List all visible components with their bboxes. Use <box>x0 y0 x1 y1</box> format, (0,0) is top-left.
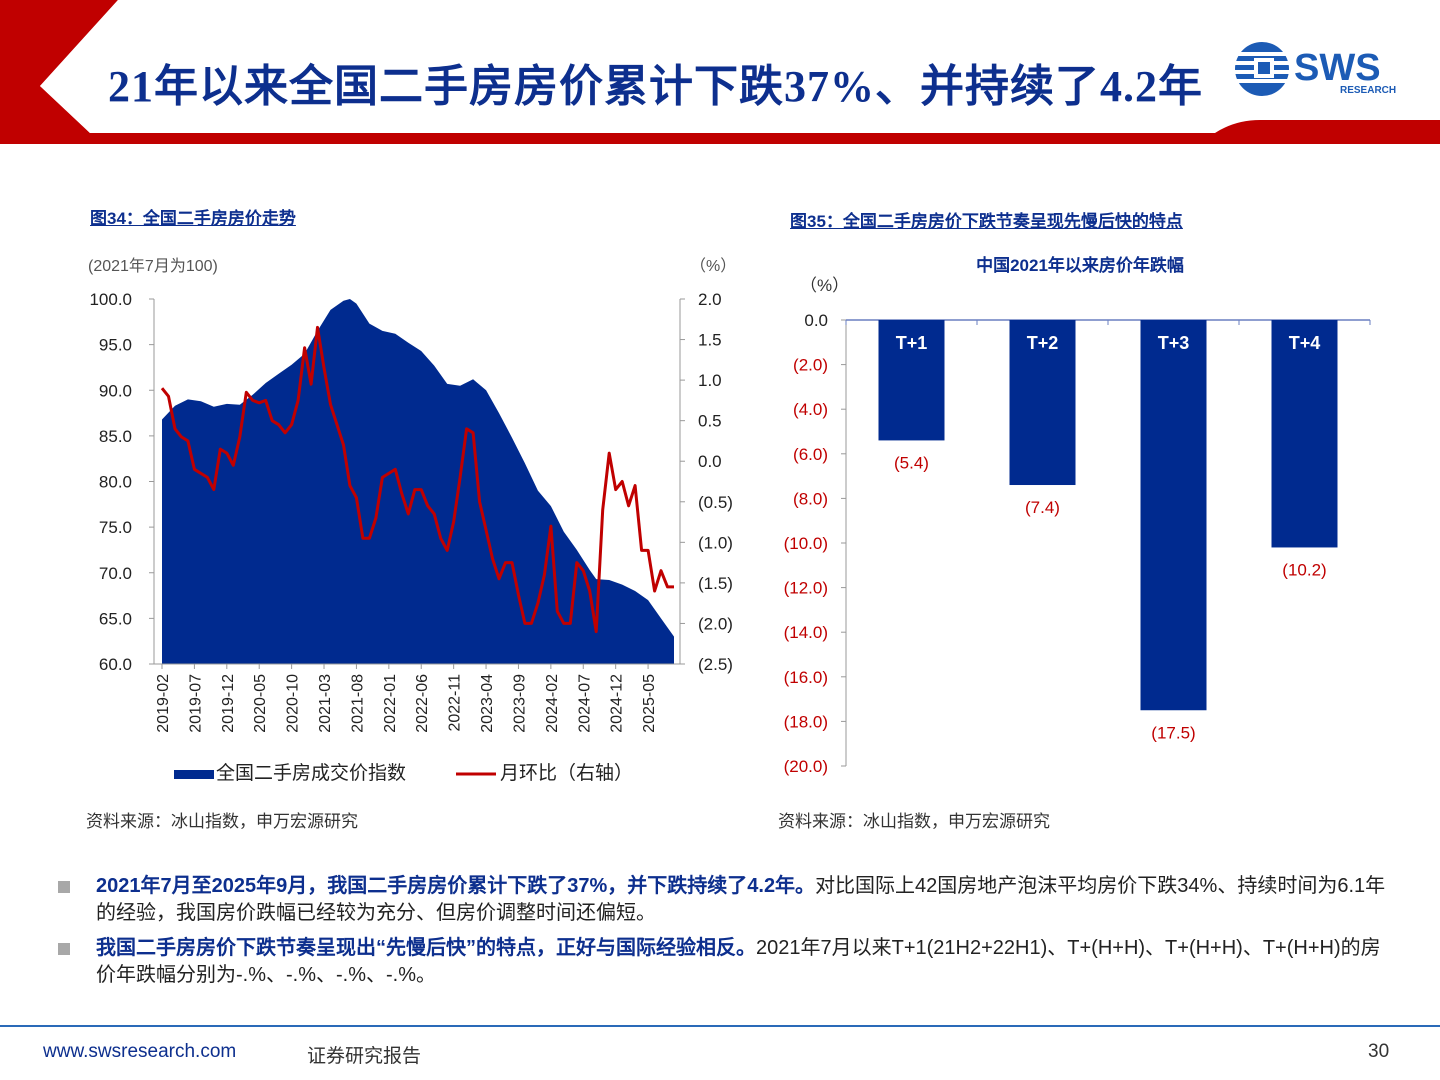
y-tick-label: (6.0) <box>793 445 828 464</box>
logo-subtext: RESEARCH <box>1340 85 1396 96</box>
header-band <box>0 0 1440 144</box>
bar-value-label: (17.5) <box>1151 723 1195 742</box>
y-tick-label: (12.0) <box>784 579 828 598</box>
legend-swatch-price-index <box>174 770 214 779</box>
left-tick-label: 70.0 <box>99 564 132 583</box>
x-tick-label: 2021-03 <box>317 674 334 733</box>
x-tick-label: 2022-01 <box>382 674 399 733</box>
right-tick-label: 0.5 <box>698 412 722 431</box>
y-tick-label: 0.0 <box>804 311 828 330</box>
x-tick-label: 2020-10 <box>285 674 302 733</box>
page-title: 21年以来全国二手房房价累计下跌37%、并持续了4.2年 <box>108 62 1203 111</box>
figure34-source: 资料来源：冰山指数，申万宏源研究 <box>86 812 358 831</box>
left-tick-label: 60.0 <box>99 655 132 674</box>
bar-category-label: T+2 <box>1027 333 1059 353</box>
header-red-frame <box>0 0 1440 144</box>
bullet-1: 2021年7月至2025年9月，我国二手房房价累计下跌了37%，并下跌持续了4.… <box>58 873 1398 927</box>
legend-label-mom-change: 月环比（右轴） <box>500 762 633 784</box>
logo-text: SWS <box>1294 47 1381 89</box>
left-tick-label: 65.0 <box>99 609 132 628</box>
right-tick-label: 2.0 <box>698 290 722 309</box>
bar-T+4 <box>1271 320 1338 548</box>
bar-value-label: (10.2) <box>1282 560 1326 579</box>
right-tick-label: (1.0) <box>698 533 733 552</box>
figure35-title: 图35：全国二手房房价下跌节奏呈现先慢后快的特点 <box>790 212 1183 231</box>
footer-url[interactable]: www.swsresearch.com <box>43 1041 237 1062</box>
bar-T+3 <box>1140 320 1207 711</box>
globe-icon <box>1235 42 1289 96</box>
bullet-1-bold: 2021年7月至2025年9月，我国二手房房价累计下跌了37%，并下跌持续了4.… <box>96 875 816 897</box>
y-tick-label: (2.0) <box>793 356 828 375</box>
left-tick-label: 80.0 <box>99 473 132 492</box>
bullet-1-text: 对比国际上42国房地产泡沫平均房价下跌34%、持续时间为6.1年的经验，我国房价… <box>96 875 1386 924</box>
bar-category-label: T+4 <box>1289 333 1321 353</box>
x-tick-label: 2021-08 <box>349 674 366 733</box>
series-line-mom-change <box>160 325 674 634</box>
left-unit-label: (2021年7月为100) <box>88 257 218 275</box>
unit-label: （%） <box>800 276 849 295</box>
right-tick-label: (1.5) <box>698 574 733 593</box>
bar-category-label: T+1 <box>896 333 928 353</box>
x-tick-label: 2024-02 <box>544 674 561 733</box>
right-tick-label: (0.5) <box>698 493 733 512</box>
y-tick-label: (16.0) <box>784 668 828 687</box>
price-trend-chart: (2021年7月为100) （%） 100.0 95.0 90.0 85.0 80.0 75.… <box>88 257 736 784</box>
right-tick-label: (2.5) <box>698 655 733 674</box>
y-tick-label: (8.0) <box>793 489 828 508</box>
y-tick-label: (10.0) <box>784 534 828 553</box>
footer-report-type: 证券研究报告 <box>307 1046 422 1067</box>
left-tick-label: 85.0 <box>99 427 132 446</box>
bar-T+1 <box>878 320 945 441</box>
x-tick-label: 2019-02 <box>155 674 172 733</box>
right-tick-label: 0.0 <box>698 452 722 471</box>
right-tick-label: 1.5 <box>698 331 722 350</box>
legend-label-price-index: 全国二手房成交价指数 <box>216 762 406 784</box>
x-tick-label: 2023-04 <box>479 674 496 733</box>
x-tick-label: 2024-12 <box>609 674 626 733</box>
right-unit-label: （%） <box>690 257 736 275</box>
figure35-source: 资料来源：冰山指数，申万宏源研究 <box>778 812 1050 831</box>
x-tick-label: 2025-05 <box>641 674 658 733</box>
bullet-square-icon <box>58 881 70 893</box>
bullet-2-bold: 我国二手房房价下跌节奏呈现出“先慢后快”的特点，正好与国际经验相反。 <box>96 937 756 959</box>
x-tick-label: 2024-07 <box>576 674 593 733</box>
x-tick-label: 2022-06 <box>414 674 431 733</box>
bullet-2: 我国二手房房价下跌节奏呈现出“先慢后快”的特点，正好与国际经验相反。2021年7… <box>58 935 1398 989</box>
left-tick-label: 100.0 <box>89 290 132 309</box>
left-tick-label: 75.0 <box>99 518 132 537</box>
left-tick-label: 95.0 <box>99 336 132 355</box>
annual-decline-chart: 中国2021年以来房价年跌幅 （%） 0.0 (2.0) (4.0) (6.0) (8.0)… <box>784 255 1371 776</box>
y-tick-label: (4.0) <box>793 400 828 419</box>
right-tick-label: 1.0 <box>698 371 722 390</box>
bar-value-label: (5.4) <box>894 453 929 472</box>
right-tick-label: (2.0) <box>698 614 733 633</box>
x-tick-label: 2023-09 <box>511 674 528 733</box>
x-tick-label: 2019-12 <box>220 674 237 733</box>
header-white-panel <box>40 0 1440 133</box>
y-tick-label: (18.0) <box>784 712 828 731</box>
y-tick-label: (14.0) <box>784 623 828 642</box>
bar-value-label: (7.4) <box>1025 498 1060 517</box>
x-tick-label: 2019-07 <box>187 674 204 733</box>
x-tick-label: 2020-05 <box>252 674 269 733</box>
page-number: 30 <box>1368 1041 1390 1062</box>
figure34-title: 图34：全国二手房房价走势 <box>90 209 296 228</box>
bar-category-label: T+3 <box>1158 333 1190 353</box>
key-points: 2021年7月至2025年9月，我国二手房房价累计下跌了37%，并下跌持续了4.… <box>58 873 1398 997</box>
bullet-square-icon <box>58 943 70 955</box>
x-tick-label: 2022-11 <box>447 674 464 732</box>
y-tick-label: (20.0) <box>784 757 828 776</box>
left-tick-label: 90.0 <box>99 381 132 400</box>
bar-T+2 <box>1009 320 1076 486</box>
bullet-2-text: 2021年7月以来T+1(21H2+22H1)、T+(H+H)、T+(H+H)、… <box>96 937 1381 986</box>
chart-title: 中国2021年以来房价年跌幅 <box>976 255 1184 275</box>
sws-logo: SWS RESEARCH <box>1235 42 1396 96</box>
footer-divider <box>0 1025 1440 1027</box>
